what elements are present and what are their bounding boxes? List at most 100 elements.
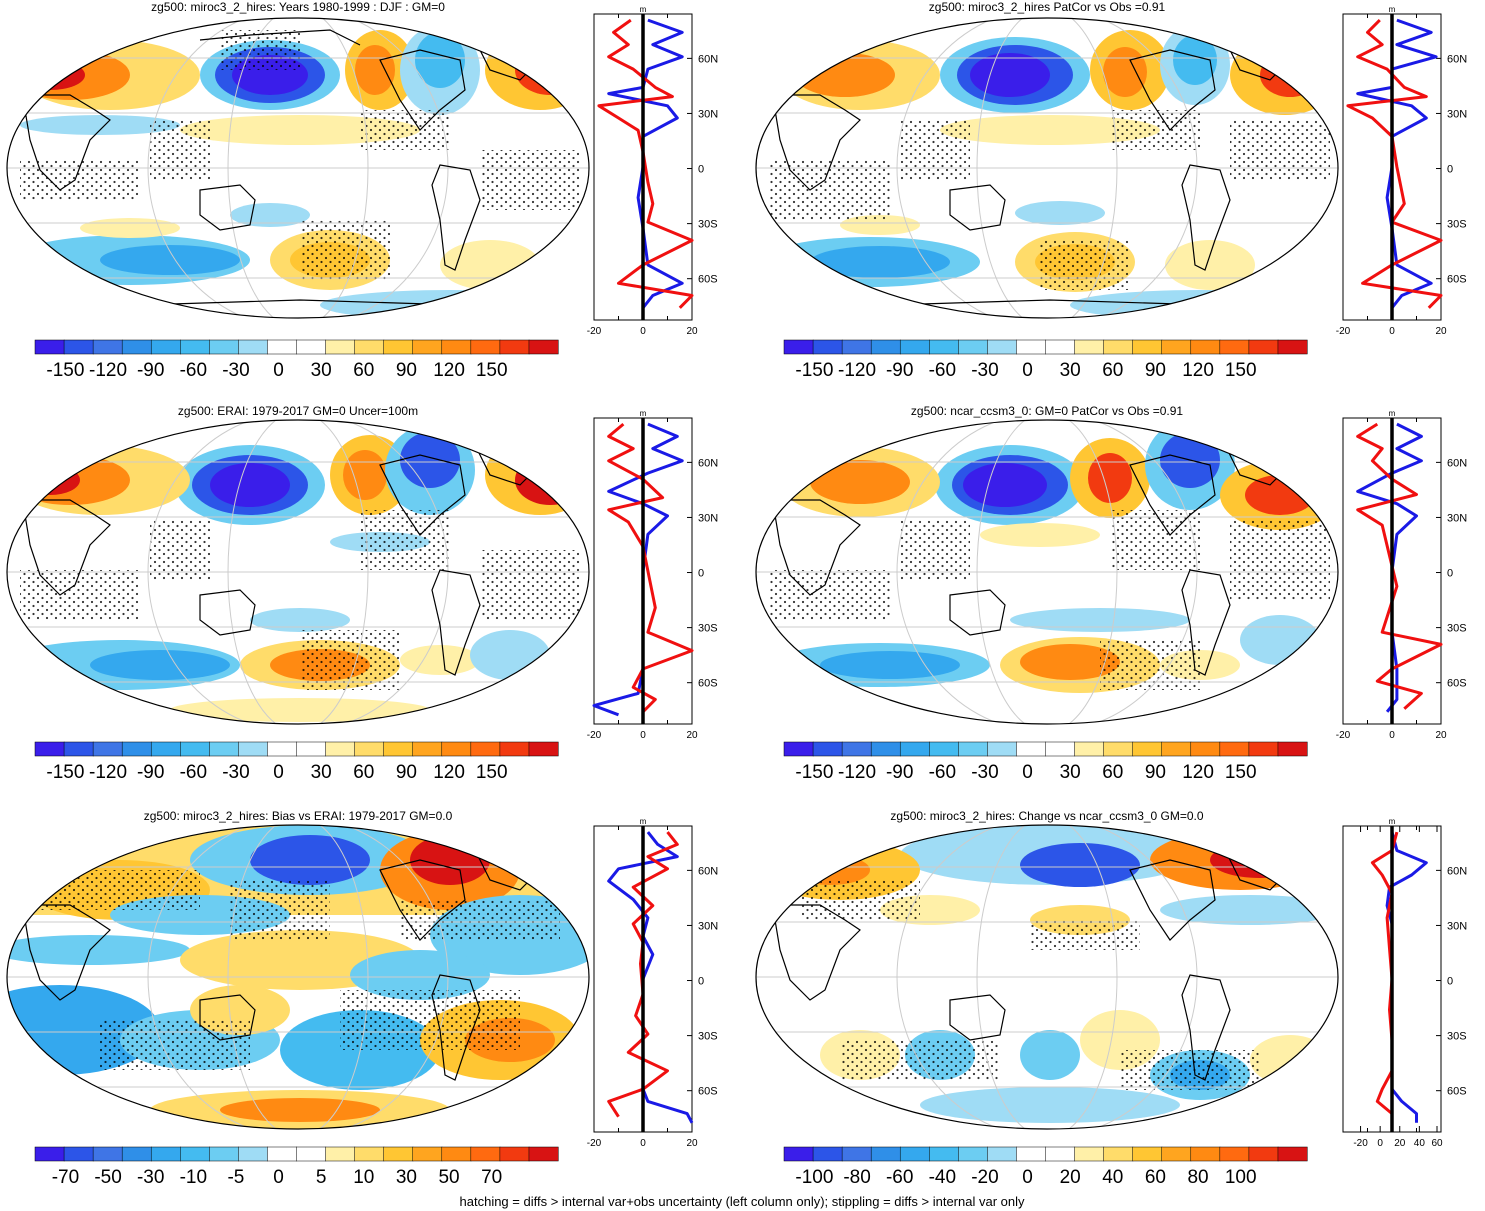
colorbar-tick-label: 30	[311, 762, 332, 783]
profile-lat-label: 30N	[1447, 920, 1467, 932]
colorbar-tick-label: -150	[46, 762, 84, 783]
colorbar-swatch	[325, 339, 356, 355]
figure-caption: hatching = diffs > internal var+obs unce…	[460, 1194, 1025, 1209]
colorbar-swatch	[267, 339, 298, 355]
profile-unit-label: m	[1389, 5, 1396, 14]
colorbar-swatch	[441, 339, 472, 355]
colorbar-swatch	[1277, 339, 1308, 355]
panel-6-title: zg500: miroc3_2_hires: Change vs ncar_cc…	[890, 809, 1203, 823]
colorbar-swatch	[812, 339, 843, 355]
panel-6-map	[756, 825, 1338, 1129]
profile-lat-label: 60S	[1447, 274, 1467, 286]
colorbar-swatch	[1132, 339, 1163, 355]
colorbar-swatch	[783, 741, 814, 757]
profile-series-red	[597, 18, 694, 309]
colorbar-swatch	[1161, 1146, 1192, 1162]
colorbar-swatch	[296, 741, 327, 757]
profile-lat-label: 60S	[1447, 678, 1467, 690]
colorbar-swatch	[383, 339, 414, 355]
colorbar-swatch	[34, 741, 65, 757]
profile-lat-label: 0	[698, 164, 704, 176]
colorbar-tick-label: -150	[795, 360, 833, 381]
colorbar-swatch	[1248, 1146, 1279, 1162]
profile-lat-label: 30S	[698, 219, 718, 231]
colorbar-swatch	[841, 741, 872, 757]
profile-unit-label: m	[640, 817, 647, 826]
colorbar-swatch	[1074, 1146, 1105, 1162]
panel-4-title: zg500: ncar_ccsm3_0: GM=0 PatCor vs Obs …	[911, 404, 1183, 418]
colorbar-swatch	[987, 741, 1017, 757]
profile-lat-label: 60N	[1447, 457, 1467, 469]
colorbar-swatch	[929, 741, 959, 757]
colorbar-swatch	[354, 741, 385, 757]
panel-5: zg500: miroc3_2_hires: Bias vs ERAI: 197…	[6, 809, 590, 1130]
colorbar-swatch	[899, 741, 930, 757]
colorbar-tick-label: -150	[46, 360, 84, 381]
profile-series-blue	[1356, 422, 1423, 713]
colorbar-swatch	[1132, 741, 1163, 757]
colorbar-tick-label: 100	[1225, 1167, 1257, 1188]
colorbar-swatch	[92, 741, 123, 757]
colorbar-2: -150 -120 -90 -60 -30 0 30 60 90 120 150	[783, 339, 1308, 381]
profile-tick-label: 60	[1431, 1138, 1443, 1149]
colorbar-tick-label: 120	[1182, 762, 1214, 783]
colorbar-tick-label: 30	[1060, 360, 1081, 381]
colorbar-tick-label: -80	[843, 1167, 870, 1188]
profile-lat-label: 30N	[1447, 512, 1467, 524]
colorbar-swatch	[499, 741, 530, 757]
colorbar-swatch	[528, 1146, 559, 1162]
colorbar-tick-label: -30	[971, 360, 998, 381]
profile-tick-label: -20	[1336, 326, 1351, 337]
colorbar-swatch	[1045, 339, 1076, 355]
profile-lat-label: 30S	[1447, 623, 1467, 635]
colorbar-tick-label: -30	[137, 1167, 164, 1188]
colorbar-swatch	[1132, 1146, 1163, 1162]
colorbar-swatch	[412, 1146, 443, 1162]
panel-1-map	[7, 18, 589, 318]
profile-lat-label: 30S	[698, 623, 718, 635]
profile-lat-label: 60S	[1447, 1086, 1467, 1098]
colorbar-tick-label: 120	[1182, 360, 1214, 381]
panel-3-title: zg500: ERAI: 1979-2017 GM=0 Uncer=100m	[178, 404, 418, 418]
zonal-mean-profiles: m -20 0 20 60N 30N 0 30S 60S m -20 0 20 60N 30N 0 30S 60S…	[587, 5, 1467, 1149]
colorbar-swatch	[528, 339, 559, 355]
colorbar-tick-label: -120	[838, 360, 876, 381]
colorbar-swatch	[412, 741, 443, 757]
panel-4: zg500: ncar_ccsm3_0: GM=0 PatCor vs Obs …	[755, 404, 1339, 725]
panel-5-title: zg500: miroc3_2_hires: Bias vs ERAI: 197…	[144, 809, 453, 823]
colorbar-swatch	[296, 339, 327, 355]
colorbar-swatch	[1045, 741, 1076, 757]
colorbar-swatch	[958, 1146, 988, 1162]
profile-series-blue	[1356, 18, 1438, 309]
colorbars: -150 -120 -90 -60 -30 0 30 60 90 120 150 -150 -120 -9…	[34, 339, 1308, 1188]
colorbar-swatch	[870, 339, 901, 355]
colorbar-tick-label: 90	[1145, 762, 1166, 783]
profile-tick-label: 20	[686, 730, 698, 741]
colorbar-tick-label: 60	[1145, 1167, 1166, 1188]
profile-tick-label: 20	[1394, 1138, 1406, 1149]
colorbar-tick-label: -60	[929, 360, 956, 381]
profile-tick-label: 0	[640, 1138, 646, 1149]
colorbar-swatch	[1190, 339, 1221, 355]
colorbar-swatch	[121, 339, 152, 355]
colorbar-swatch	[92, 339, 123, 355]
colorbar-tick-label: -50	[94, 1167, 121, 1188]
colorbar-swatch	[412, 339, 443, 355]
colorbar-tick-label: 0	[273, 762, 284, 783]
profile-series-red	[607, 831, 679, 1118]
colorbar-swatch	[1074, 741, 1105, 757]
profile-lat-label: 30S	[1447, 219, 1467, 231]
colorbar-swatch	[470, 741, 501, 757]
profile-lat-label: 0	[1447, 164, 1453, 176]
colorbar-tick-label: -30	[971, 762, 998, 783]
colorbar-swatch	[150, 339, 181, 355]
colorbar-swatch	[1103, 741, 1134, 757]
profile-unit-label: m	[1389, 817, 1396, 826]
colorbar-swatch	[209, 741, 239, 757]
panel-2: zg500: miroc3_2_hires PatCor vs Obs =0.9…	[755, 0, 1339, 319]
profile-tick-label: 20	[1435, 730, 1447, 741]
colorbar-swatch	[63, 741, 94, 757]
colorbar-tick-label: 60	[353, 360, 374, 381]
profile-lat-label: 30N	[1447, 108, 1467, 120]
colorbar-swatch	[1103, 1146, 1134, 1162]
